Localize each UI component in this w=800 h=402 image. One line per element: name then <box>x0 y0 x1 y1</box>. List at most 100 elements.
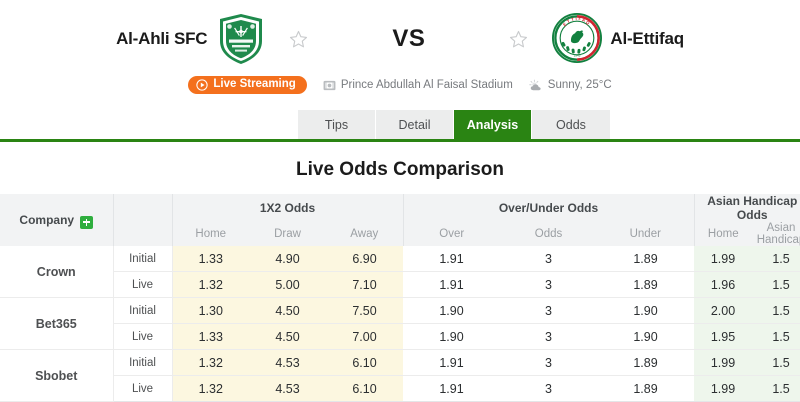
tab-tips-label: Tips <box>324 117 349 132</box>
home-team[interactable]: Al-Ahli SFC <box>116 13 308 65</box>
odds-ou-under: 1.89 <box>597 349 695 376</box>
company-name-bet365: Bet365 <box>0 297 114 350</box>
odds-comparison-table: Company 1X2 Odds Over/Under Odds Asian H… <box>0 194 800 402</box>
phase-label: Live <box>113 271 173 298</box>
odds-1x2-draw: 4.50 <box>249 297 326 324</box>
odds-1x2-away: 6.10 <box>326 349 404 376</box>
tab-bar: Tips Detail Analysis Odds <box>0 110 800 143</box>
odds-subheader-row: Home Draw Away Over Odds Under Home Asia… <box>0 222 800 246</box>
company-name-sbobet: Sbobet <box>0 349 114 402</box>
table-row[interactable]: Live 1.32 4.53 6.10 1.91 3 1.89 1.99 1.5 <box>0 375 800 402</box>
odds-ou-over: 1.90 <box>403 297 501 324</box>
company-header-cell[interactable]: Company <box>0 194 113 246</box>
phase-label: Initial <box>113 246 173 272</box>
stadium-info: Prince Abdullah Al Faisal Stadium <box>323 79 513 92</box>
tab-detail[interactable]: Detail <box>376 110 454 139</box>
odds-ou-line: 3 <box>500 271 598 298</box>
table-row[interactable]: Live 1.33 4.50 7.00 1.90 3 1.90 1.95 1.5 <box>0 323 800 350</box>
svg-text:A: A <box>582 17 586 23</box>
stadium-icon <box>323 79 336 92</box>
plus-square-icon[interactable] <box>80 215 94 229</box>
sun-cloud-icon <box>529 79 543 92</box>
odds-ou-over: 1.90 <box>403 323 501 350</box>
away-favorite-star-icon[interactable] <box>509 30 528 49</box>
table-row[interactable]: Sbobet Initial 1.32 4.53 6.10 1.91 3 1.8… <box>0 349 800 402</box>
tab-odds[interactable]: Odds <box>532 110 610 139</box>
subheader-1x2-home: Home <box>171 222 249 246</box>
group-header-over-under: Over/Under Odds <box>402 194 695 222</box>
odds-ah-handicap: 1.5 <box>752 297 800 324</box>
svg-text:F: F <box>579 16 583 21</box>
subheader-1x2-away: Away <box>326 222 404 246</box>
odds-ah-home: 1.95 <box>694 323 753 350</box>
phase-label: Initial <box>113 349 173 376</box>
odds-1x2-home: 1.33 <box>172 246 249 272</box>
odds-ah-handicap: 1.5 <box>752 375 800 402</box>
odds-ou-under: 1.90 <box>597 297 695 324</box>
odds-1x2-draw: 5.00 <box>249 271 326 298</box>
live-streaming-label: Live Streaming <box>213 78 296 91</box>
odds-1x2-draw: 4.90 <box>249 246 326 272</box>
subheader-1x2-draw: Draw <box>249 222 326 246</box>
odds-1x2-draw: 4.50 <box>249 323 326 350</box>
odds-ah-home: 1.99 <box>694 375 753 402</box>
odds-1x2-home: 1.32 <box>172 375 249 402</box>
phase-header-cell <box>112 194 172 246</box>
svg-text:Q: Q <box>586 20 592 26</box>
table-row[interactable]: Live 1.32 5.00 7.10 1.91 3 1.89 1.96 1.5 <box>0 271 800 298</box>
tab-analysis[interactable]: Analysis <box>454 110 532 139</box>
subheader-ah-home: Home <box>693 222 753 246</box>
live-streaming-button[interactable]: Live Streaming <box>188 76 307 94</box>
odds-ou-over: 1.91 <box>403 349 501 376</box>
group-header-asian-handicap: Asian Handicap Odds <box>693 194 800 222</box>
odds-ou-under: 1.89 <box>597 271 695 298</box>
odds-group-header-row: Company 1X2 Odds Over/Under Odds Asian H… <box>0 194 800 246</box>
svg-text:T: T <box>571 16 575 22</box>
weather-text: Sunny, 25°C <box>547 79 612 91</box>
teams-row: Al-Ahli SFC <box>0 8 800 70</box>
svg-text:T: T <box>566 18 571 24</box>
odds-ou-line: 3 <box>500 323 598 350</box>
tab-odds-label: Odds <box>556 117 586 132</box>
odds-table-body: Crown Initial 1.33 4.90 6.90 1.91 3 1.89… <box>0 246 800 402</box>
odds-ou-line: 3 <box>500 375 598 402</box>
tab-analysis-label: Analysis <box>466 117 519 132</box>
odds-ou-over: 1.91 <box>403 375 501 402</box>
tab-tips[interactable]: Tips <box>298 110 376 139</box>
away-team-name: Al-Ettifaq <box>610 29 684 48</box>
tab-underline <box>0 139 800 142</box>
company-header-label: Company <box>19 213 75 227</box>
odds-ou-line: 3 <box>500 349 598 376</box>
subheader-ou-over: Over <box>402 222 501 246</box>
al-ettifaq-crest-icon: E T T I F A Q 1945 <box>552 13 603 65</box>
odds-ah-home: 2.00 <box>694 297 753 324</box>
al-ahli-crest-icon <box>217 13 265 65</box>
phase-label: Initial <box>113 297 173 324</box>
table-row[interactable]: Bet365 Initial 1.30 4.50 7.50 1.90 3 1.9… <box>0 297 800 350</box>
match-header: Al-Ahli SFC <box>0 0 800 110</box>
odds-1x2-away: 6.90 <box>326 246 404 272</box>
vs-label: VS <box>392 25 426 52</box>
group-header-1x2: 1X2 Odds <box>171 194 404 222</box>
table-row[interactable]: Crown Initial 1.33 4.90 6.90 1.91 3 1.89… <box>0 246 800 298</box>
page-title: Live Odds Comparison <box>296 159 504 180</box>
tab-list: Tips Detail Analysis Odds <box>298 110 610 139</box>
odds-1x2-draw: 4.53 <box>249 375 326 402</box>
subheader-ou-under: Under <box>597 222 695 246</box>
odds-ou-line: 3 <box>500 246 598 272</box>
svg-text:I: I <box>576 16 578 21</box>
company-name-crown: Crown <box>0 246 114 298</box>
odds-1x2-away: 7.50 <box>326 297 404 324</box>
odds-1x2-home: 1.33 <box>172 323 249 350</box>
subheader-ou-odds: Odds <box>500 222 598 246</box>
play-circle-icon <box>196 79 209 91</box>
odds-1x2-away: 6.10 <box>326 375 404 402</box>
odds-ah-home: 1.96 <box>694 271 753 298</box>
away-team[interactable]: E T T I F A Q 1945 <box>509 13 684 65</box>
weather-info: Sunny, 25°C <box>529 79 612 92</box>
subheader-ah-handicap: Asian Handicap <box>752 222 800 246</box>
odds-ah-handicap: 1.5 <box>752 323 800 350</box>
odds-table-container[interactable]: Company 1X2 Odds Over/Under Odds Asian H… <box>0 194 800 402</box>
home-favorite-star-icon[interactable] <box>289 30 308 49</box>
